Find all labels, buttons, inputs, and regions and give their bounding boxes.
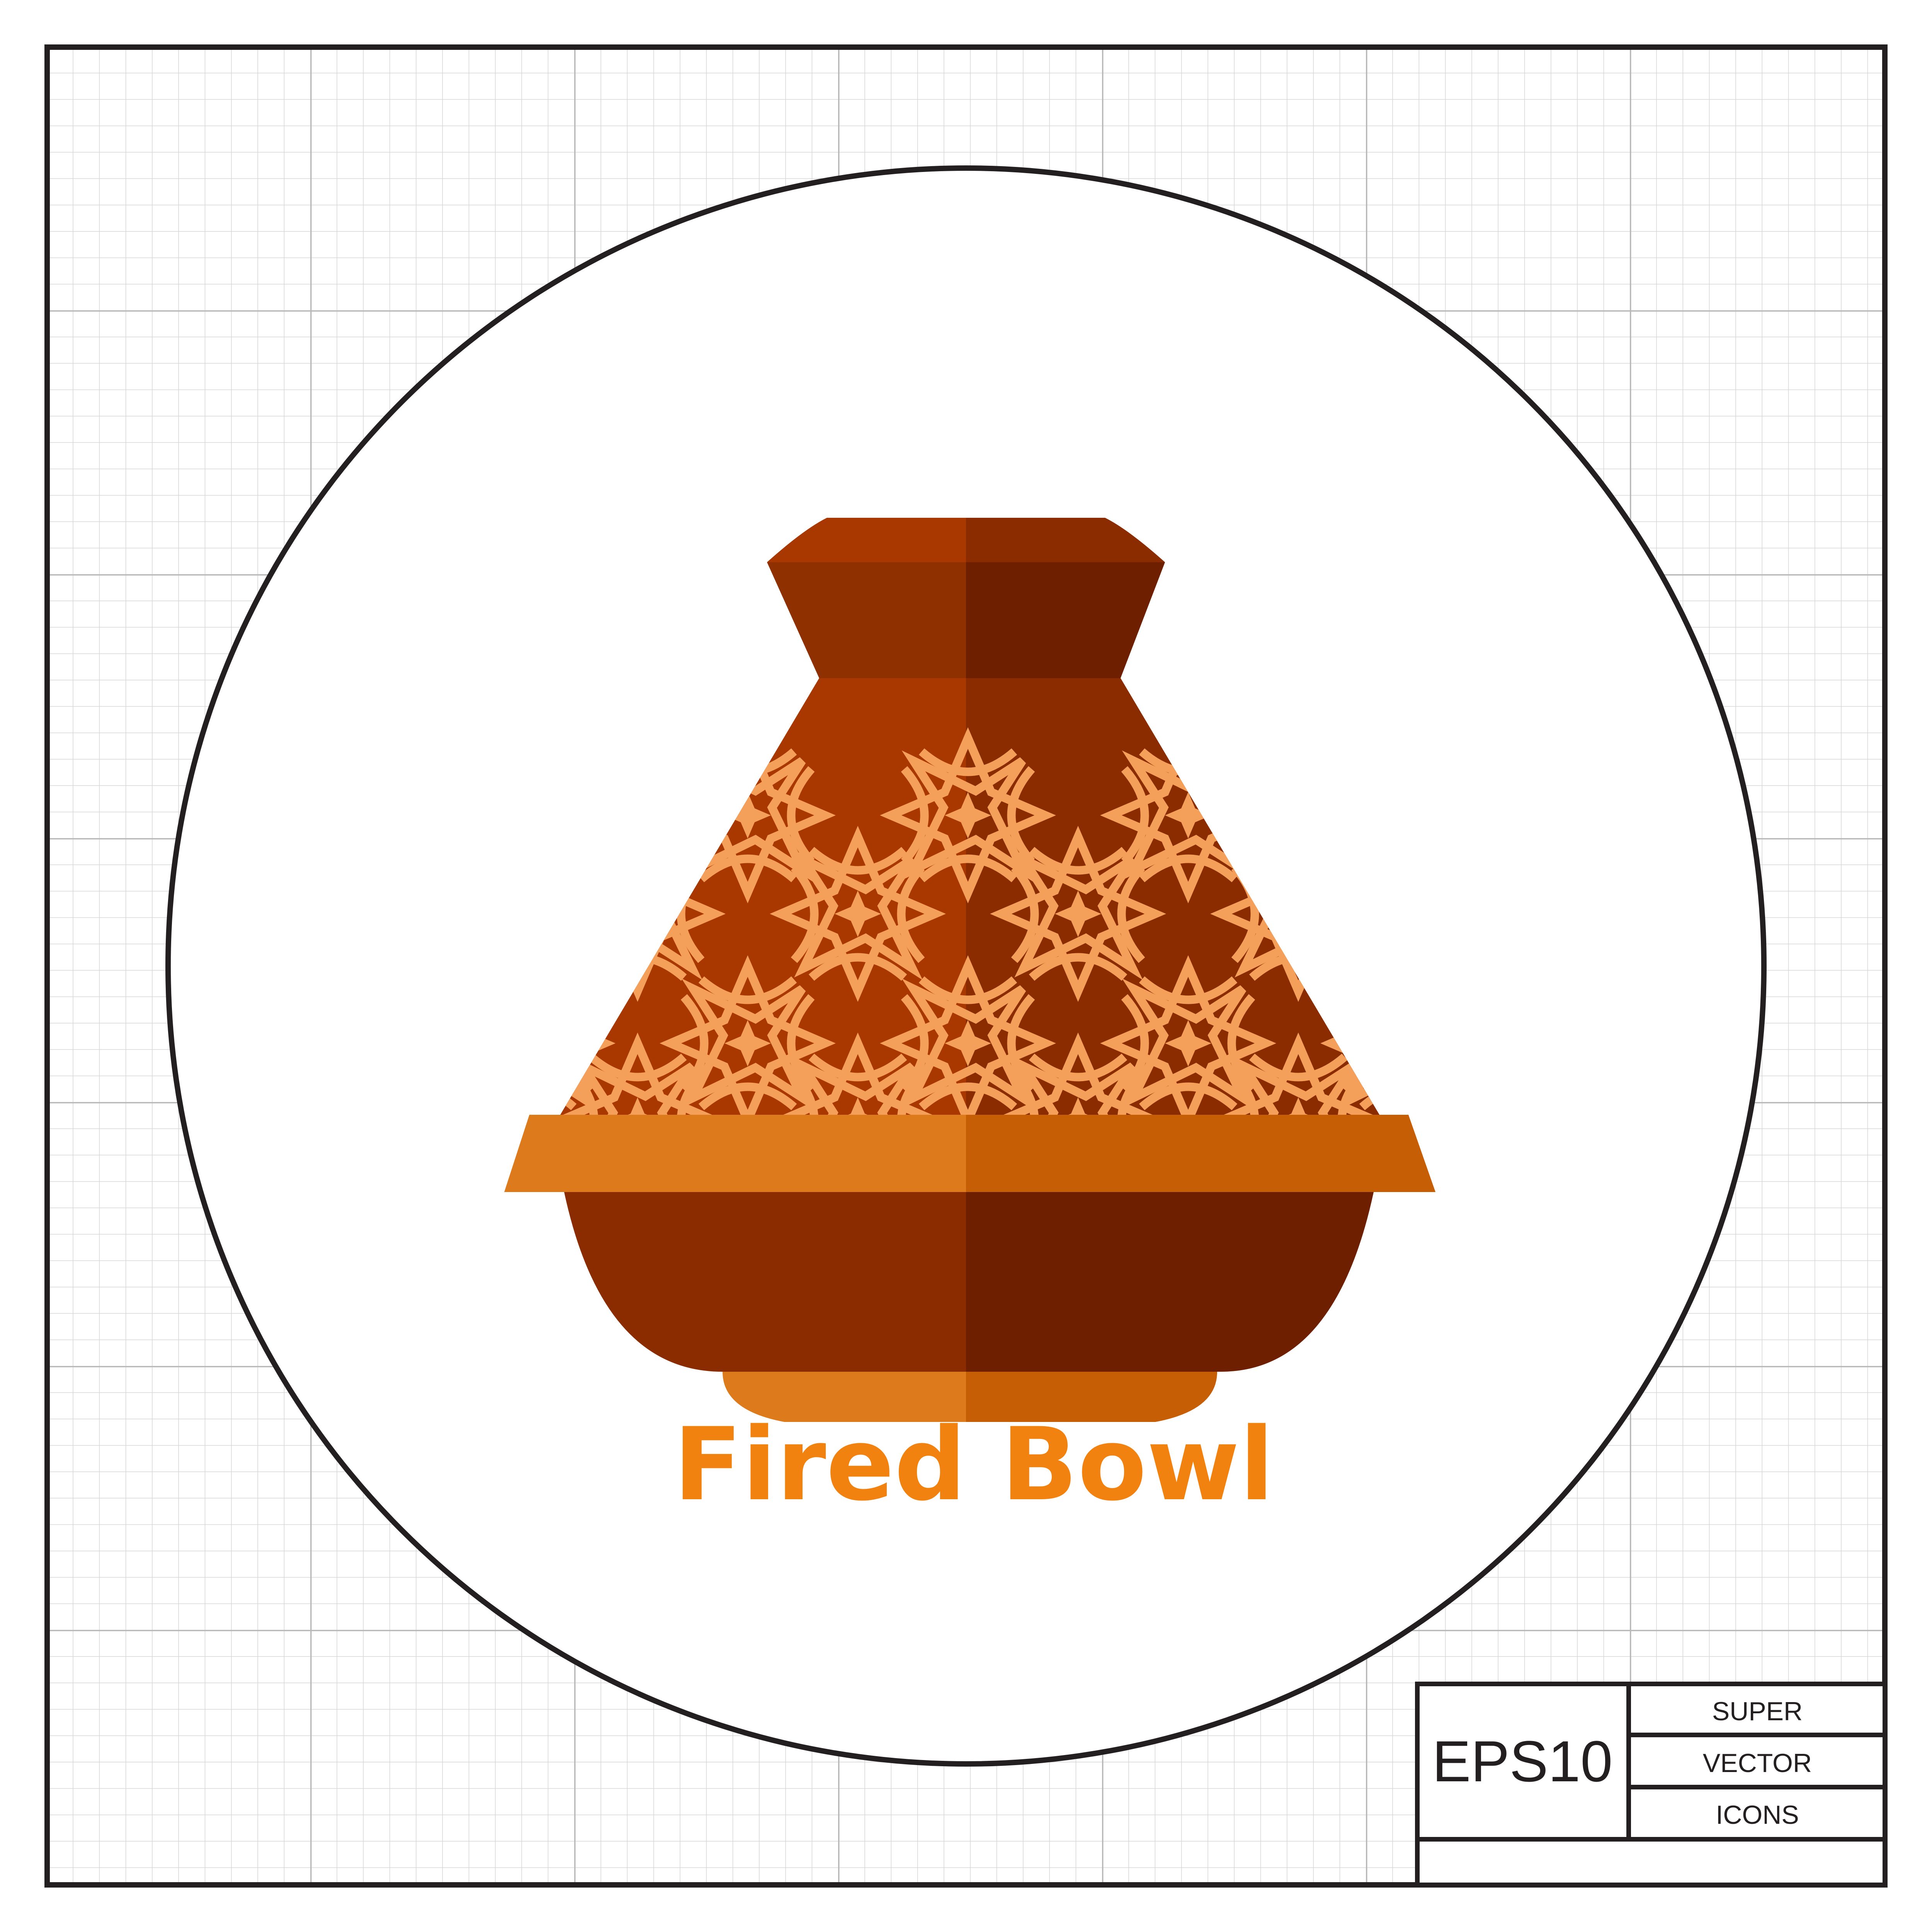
badge: EPS10 SUPER VECTOR ICONS (1415, 1682, 1887, 1887)
outer-frame (44, 44, 1888, 1888)
lid-knob-neck-right (966, 562, 1165, 678)
lid-cone-right (966, 678, 1379, 1115)
badge-line-super: SUPER (1712, 1697, 1803, 1726)
badge-frame (1415, 1682, 1887, 1887)
badge-line-vector: VECTOR (1703, 1748, 1812, 1778)
badge-line-icons: ICONS (1716, 1800, 1799, 1830)
caption-text: Fired Bowl (673, 1406, 1274, 1523)
rim-left (504, 1115, 966, 1192)
lid-cone-left (560, 678, 966, 1115)
bowl-right (966, 1192, 1374, 1372)
lid-knob-top-right (966, 518, 1165, 562)
rim-right (966, 1115, 1435, 1192)
lid-knob-top-left (767, 518, 966, 562)
badge-format-label: EPS10 (1432, 1729, 1613, 1794)
tagine-pot-icon (504, 518, 1435, 1422)
base-right (966, 1372, 1217, 1422)
bowl-left (564, 1192, 966, 1372)
lid-knob-neck-left (767, 562, 966, 678)
base-left (723, 1372, 966, 1422)
